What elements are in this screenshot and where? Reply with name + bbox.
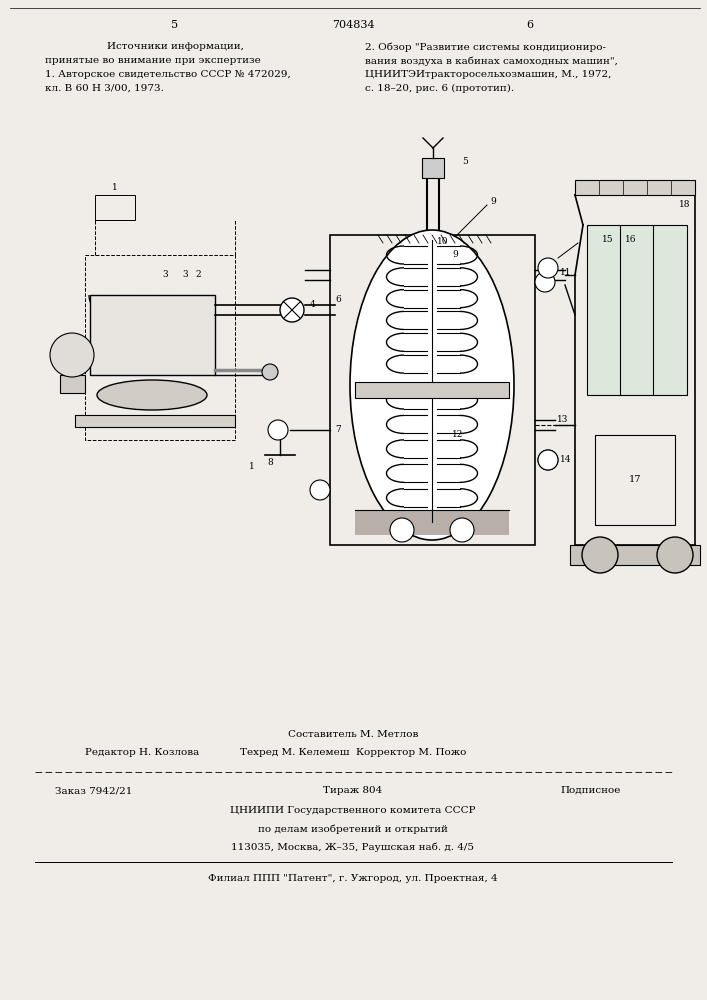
- Text: 18: 18: [679, 200, 690, 209]
- Text: 8: 8: [267, 458, 273, 467]
- Text: 9: 9: [490, 198, 496, 207]
- Circle shape: [535, 272, 555, 292]
- Text: 113035, Москва, Ж–35, Раушская наб. д. 4/5: 113035, Москва, Ж–35, Раушская наб. д. 4…: [231, 842, 474, 852]
- Bar: [60, 375, 85, 393]
- Text: ЦНИИПИ Государственного комитета СССР: ЦНИИПИ Государственного комитета СССР: [230, 806, 476, 815]
- Text: 9: 9: [452, 250, 457, 259]
- Text: 6: 6: [335, 295, 341, 304]
- Circle shape: [262, 364, 278, 380]
- Circle shape: [538, 258, 558, 278]
- Bar: [355, 510, 509, 535]
- Text: 3: 3: [182, 270, 188, 279]
- Circle shape: [538, 450, 558, 470]
- Ellipse shape: [350, 230, 514, 540]
- Bar: [90, 295, 215, 375]
- Bar: [587, 225, 687, 395]
- Circle shape: [280, 298, 304, 322]
- Text: Составитель М. Метлов: Составитель М. Метлов: [288, 730, 418, 739]
- Bar: [575, 180, 695, 195]
- Text: 1: 1: [250, 462, 255, 471]
- Circle shape: [450, 518, 474, 542]
- Text: 16: 16: [625, 235, 636, 244]
- Text: 2. Обзор "Развитие системы кондициониро-: 2. Обзор "Развитие системы кондициониро-: [365, 42, 606, 51]
- Text: 10: 10: [437, 237, 448, 246]
- Bar: [595, 435, 675, 525]
- Text: Филиал ППП "Патент", г. Ужгород, ул. Проектная, 4: Филиал ППП "Патент", г. Ужгород, ул. Про…: [208, 874, 498, 883]
- Text: 7: 7: [335, 425, 341, 434]
- Bar: [355, 382, 509, 398]
- Circle shape: [538, 450, 558, 470]
- Text: Заказ 7942/21: Заказ 7942/21: [55, 786, 132, 795]
- Text: 1: 1: [112, 183, 118, 192]
- Text: 13: 13: [557, 415, 568, 424]
- Bar: [570, 545, 700, 565]
- Circle shape: [657, 537, 693, 573]
- Bar: [422, 158, 444, 178]
- Text: 14: 14: [560, 455, 571, 464]
- Bar: [330, 235, 535, 545]
- Text: 11: 11: [560, 268, 571, 277]
- Circle shape: [390, 518, 414, 542]
- Text: 12: 12: [452, 430, 463, 439]
- Text: Тираж 804: Тираж 804: [323, 786, 382, 795]
- Text: 6: 6: [527, 20, 534, 30]
- Text: 1. Авторское свидетельство СССР № 472029,: 1. Авторское свидетельство СССР № 472029…: [45, 70, 291, 79]
- Text: 704834: 704834: [332, 20, 374, 30]
- Circle shape: [50, 333, 94, 377]
- Text: 2: 2: [195, 270, 201, 279]
- Text: Редактор Н. Козлова: Редактор Н. Козлова: [85, 748, 199, 757]
- Circle shape: [310, 480, 330, 500]
- Circle shape: [582, 537, 618, 573]
- Bar: [85, 255, 235, 440]
- Text: кл. В 60 Н 3/00, 1973.: кл. В 60 Н 3/00, 1973.: [45, 84, 164, 93]
- Text: Подписное: Подписное: [560, 786, 620, 795]
- Text: 5: 5: [462, 157, 468, 166]
- Bar: [75, 415, 235, 427]
- Text: 15: 15: [602, 235, 614, 244]
- Circle shape: [268, 420, 288, 440]
- Text: Источники информации,: Источники информации,: [107, 42, 243, 51]
- Text: с. 18–20, рис. 6 (прототип).: с. 18–20, рис. 6 (прототип).: [365, 84, 514, 93]
- Text: вания воздуха в кабинах самоходных машин",: вания воздуха в кабинах самоходных машин…: [365, 56, 618, 66]
- Text: Техред М. Келемеш  Корректор М. Пожо: Техред М. Келемеш Корректор М. Пожо: [240, 748, 466, 757]
- Ellipse shape: [97, 380, 207, 410]
- Bar: [95, 195, 135, 220]
- Text: 3: 3: [162, 270, 168, 279]
- Text: 4: 4: [310, 300, 316, 309]
- Text: 17: 17: [629, 476, 641, 485]
- Text: ЦНИИТЭИтракторосельхозмашин, М., 1972,: ЦНИИТЭИтракторосельхозмашин, М., 1972,: [365, 70, 612, 79]
- Text: по делам изобретений и открытий: по делам изобретений и открытий: [258, 824, 448, 834]
- Text: 5: 5: [171, 20, 179, 30]
- Text: принятые во внимание при экспертизе: принятые во внимание при экспертизе: [45, 56, 261, 65]
